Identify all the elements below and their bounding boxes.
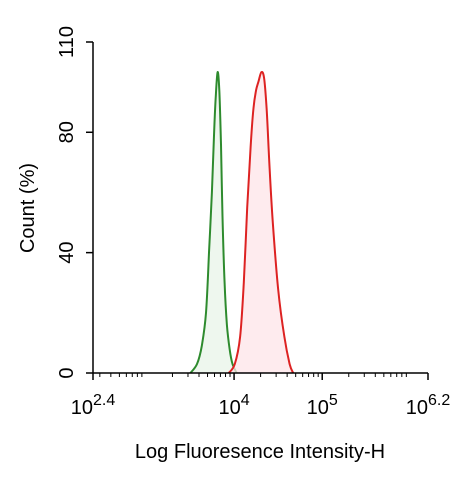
series-layer [189, 70, 295, 374]
y-tick-label: 0 [56, 367, 78, 378]
y-tick-label: 40 [56, 242, 78, 264]
y-tick-label: 80 [56, 121, 78, 143]
x-tick-label: 106.2 [406, 392, 451, 419]
x-tick-label: 105 [307, 392, 338, 419]
series-2-line [227, 70, 295, 374]
series-2-fill [228, 71, 294, 373]
y-ticks: 0 40 80 110 [56, 26, 93, 379]
series-1-fill [190, 72, 237, 374]
series-1-line [189, 71, 238, 374]
x-axis-label: Log Fluoresence Intensity-H [135, 441, 385, 463]
y-tick-label: 110 [56, 26, 78, 58]
x-tick-label: 102.4 [71, 392, 116, 419]
x-ticks: 102.4 104 105 106.2 [71, 373, 451, 419]
x-tick-label: 104 [218, 392, 249, 419]
y-axis-label: Count (%) [17, 163, 39, 253]
